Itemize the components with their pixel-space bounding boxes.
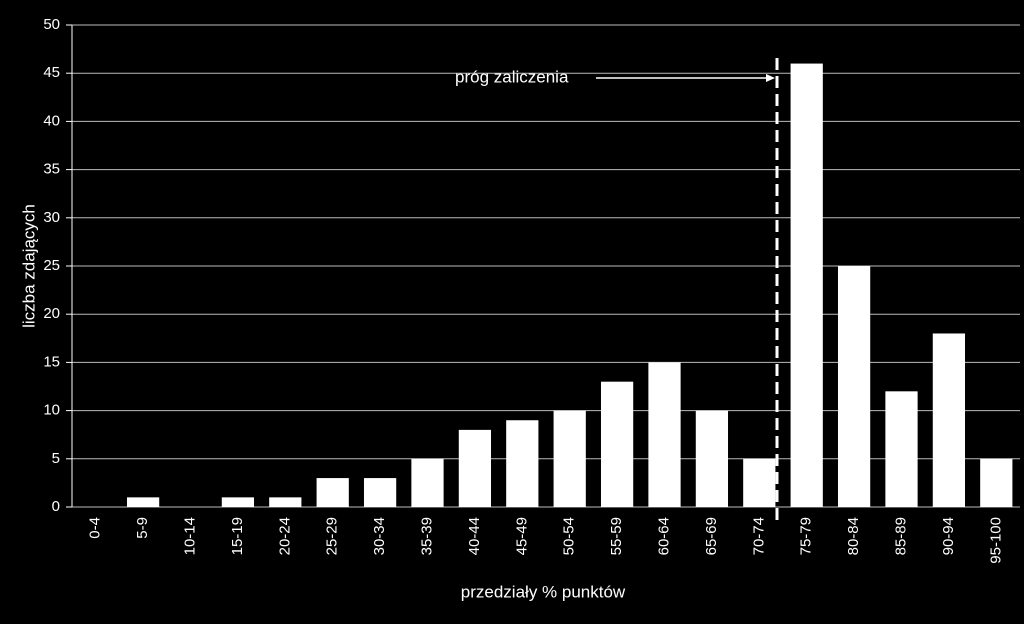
bar (316, 478, 349, 507)
x-tick-label: 80-84 (845, 517, 862, 555)
bar (553, 410, 586, 507)
bar (126, 497, 160, 507)
bar (506, 420, 539, 507)
bar (932, 333, 966, 507)
bar (600, 381, 634, 507)
x-tick-label: 20-24 (276, 517, 293, 555)
bar (411, 458, 444, 507)
x-tick-label: 15-19 (229, 517, 246, 555)
bar (743, 458, 776, 507)
x-tick-label: 30-34 (371, 517, 388, 555)
y-tick-label: 25 (43, 257, 60, 274)
y-axis-title: liczba zdających (19, 204, 38, 328)
x-tick-label: 35-39 (418, 517, 435, 555)
bar (695, 410, 729, 507)
x-tick-label: 40-44 (466, 517, 483, 555)
y-tick-label: 15 (43, 353, 60, 370)
x-tick-label: 60-64 (655, 517, 672, 555)
y-tick-label: 0 (52, 498, 60, 515)
x-tick-label: 95-100 (987, 517, 1004, 564)
x-tick-label: 55-59 (608, 517, 625, 555)
x-tick-label: 25-29 (324, 517, 341, 555)
x-tick-label: 70-74 (750, 517, 767, 555)
y-tick-label: 20 (43, 305, 60, 322)
y-tick-label: 5 (52, 450, 60, 467)
bar (837, 266, 871, 507)
x-tick-label: 45-49 (513, 517, 530, 555)
x-tick-label: 10-14 (181, 517, 198, 555)
bar (790, 63, 823, 508)
y-tick-label: 10 (43, 402, 60, 419)
y-tick-label: 35 (43, 161, 60, 178)
y-tick-label: 45 (43, 64, 60, 81)
arrow-head (766, 74, 775, 82)
y-tick-label: 30 (43, 209, 60, 226)
x-tick-label: 65-69 (703, 517, 720, 555)
y-tick-label: 50 (43, 16, 60, 33)
x-axis-title: przedziały % punktów (461, 582, 626, 601)
bar (648, 362, 681, 507)
bar (980, 458, 1013, 507)
x-tick-label: 0-4 (87, 517, 104, 539)
x-tick-label: 90-94 (940, 517, 957, 555)
x-tick-label: 50-54 (561, 517, 578, 555)
x-tick-label: 5-9 (134, 517, 151, 539)
bar (221, 497, 255, 507)
bar (269, 497, 302, 507)
bar (458, 429, 492, 507)
bar (885, 391, 918, 507)
x-tick-label: 85-89 (892, 517, 909, 555)
bar (363, 478, 397, 507)
x-tick-label: 75-79 (798, 517, 815, 555)
y-tick-label: 40 (43, 112, 60, 129)
annotation: próg zaliczenia (455, 67, 569, 86)
